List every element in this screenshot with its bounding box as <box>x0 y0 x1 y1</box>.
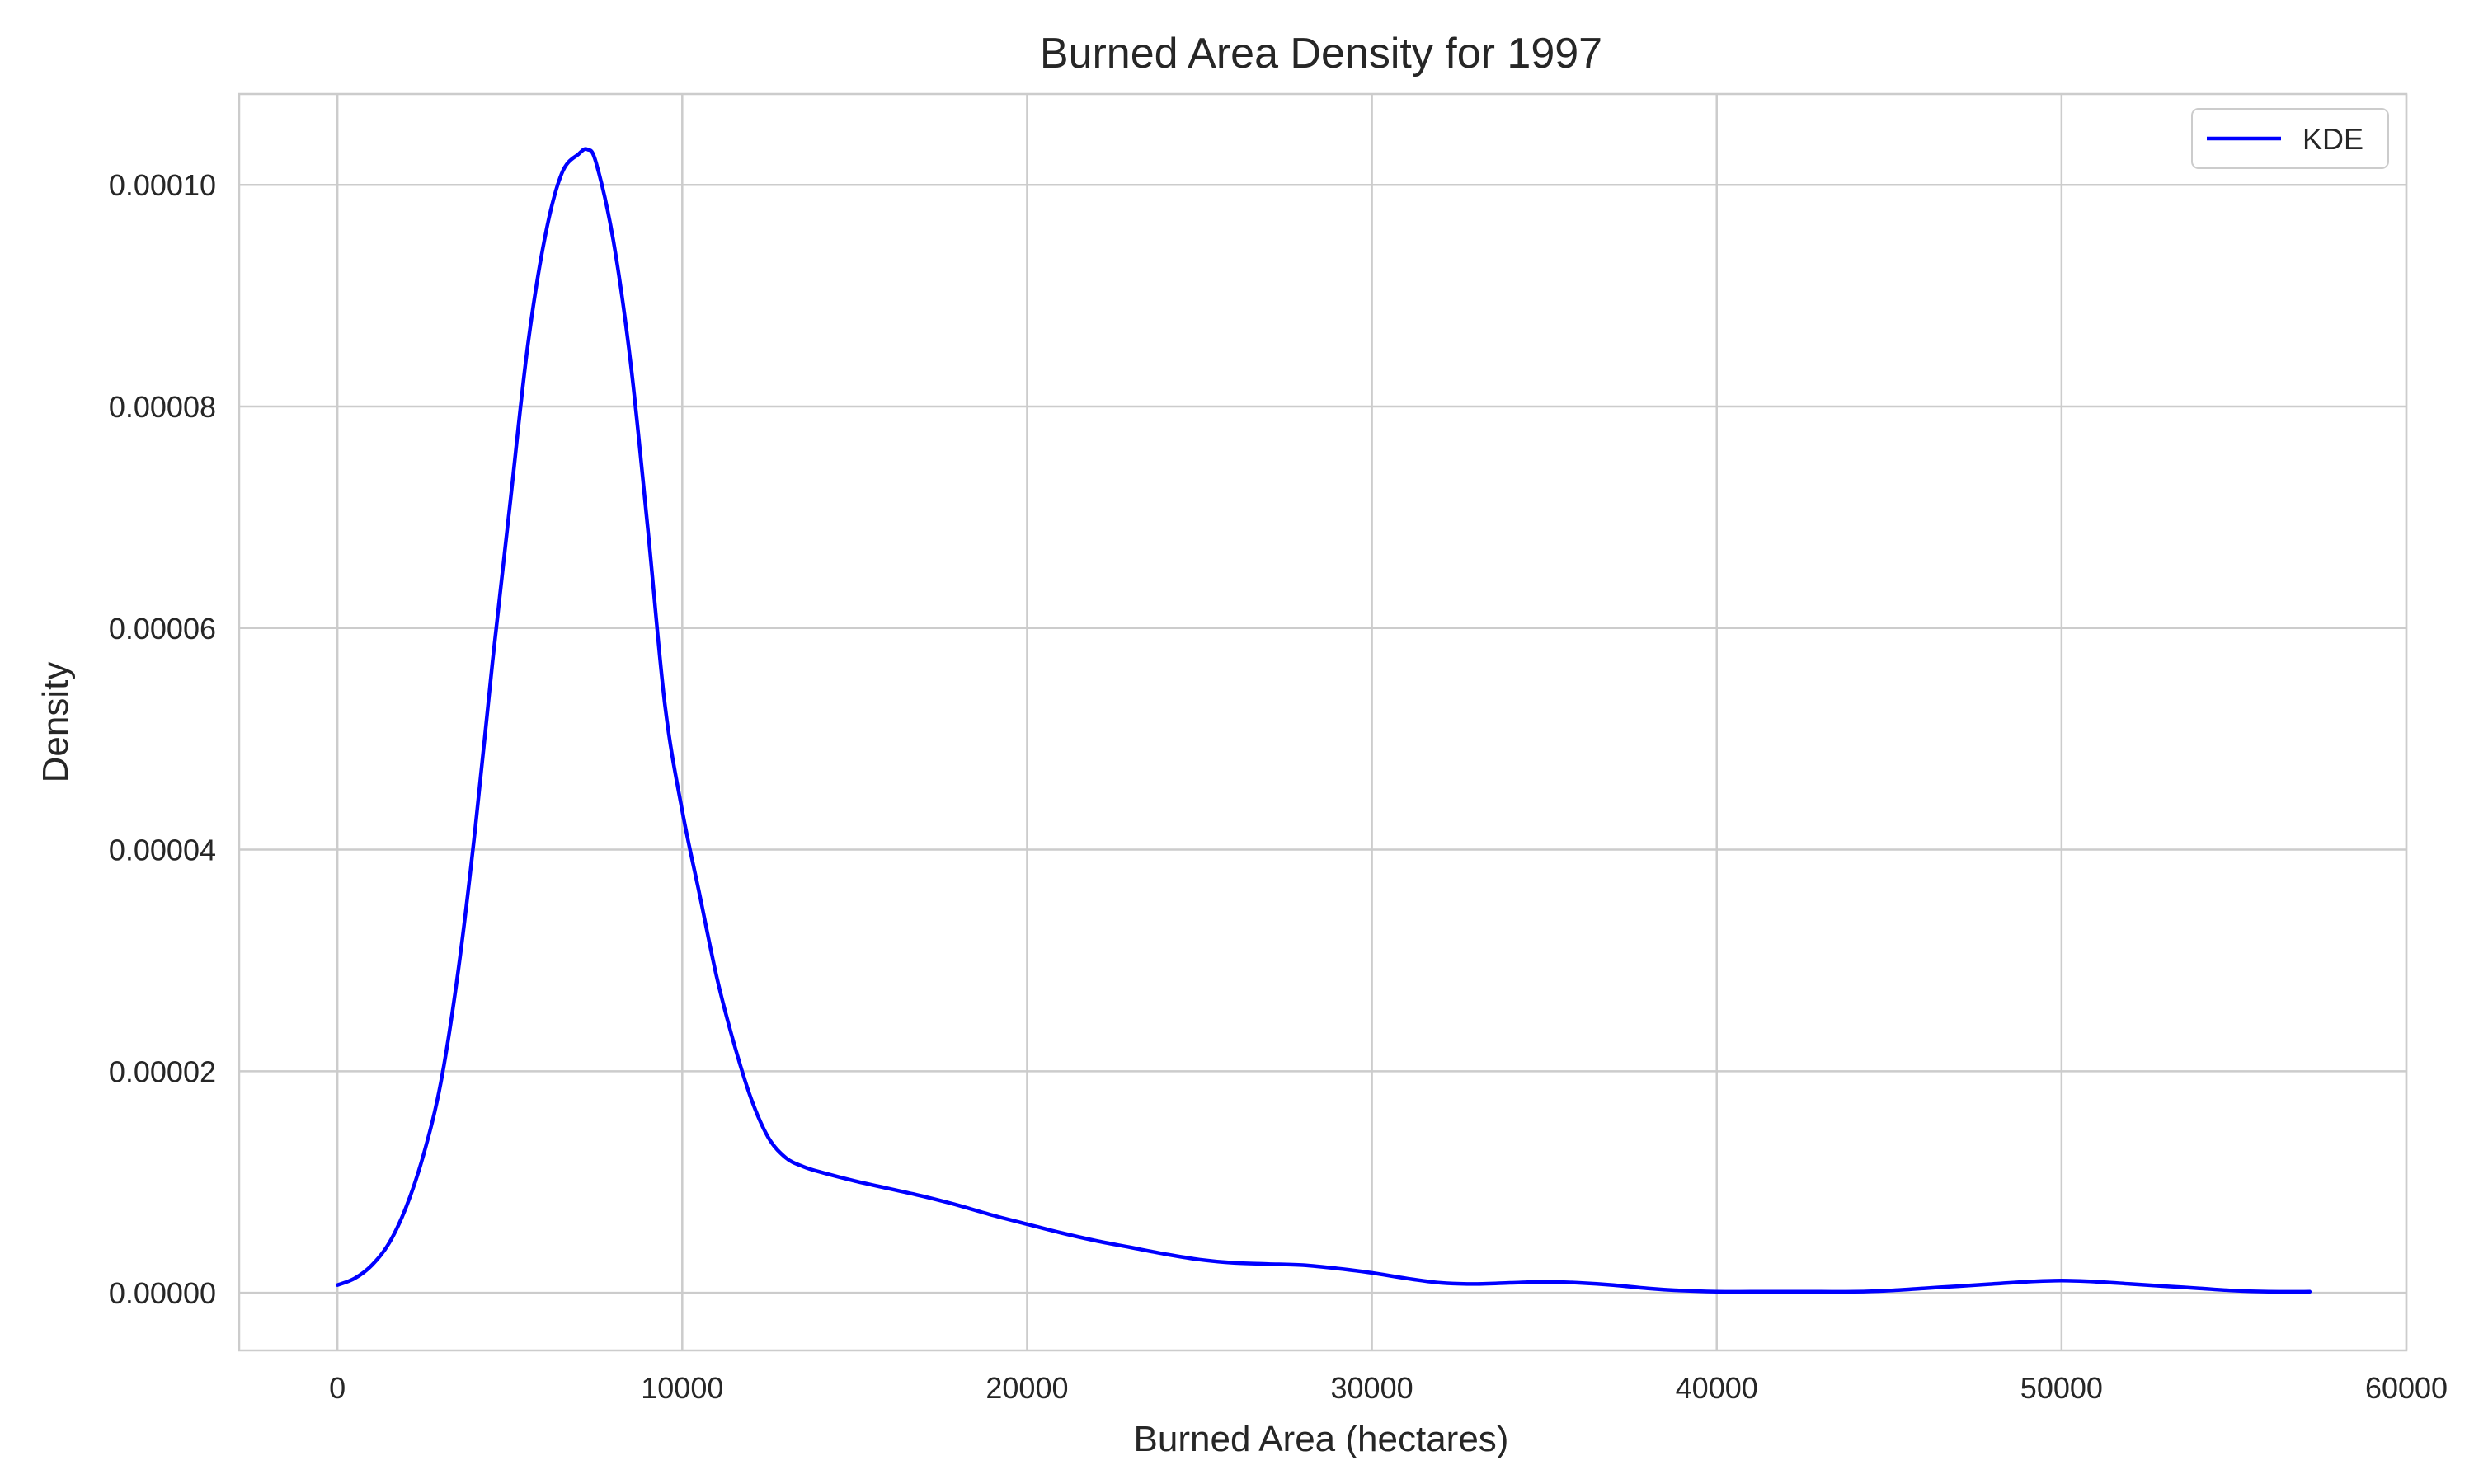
y-tick-label: 0.00008 <box>109 390 216 424</box>
x-axis-label: Burned Area (hectares) <box>1134 1419 1509 1459</box>
grid-lines <box>239 94 2408 1350</box>
y-tick-label: 0.00002 <box>109 1054 216 1088</box>
x-tick-label: 60000 <box>2365 1371 2448 1405</box>
legend-kde-label: KDE <box>2302 122 2363 156</box>
x-tick-label: 50000 <box>2020 1371 2103 1405</box>
x-tick-label: 10000 <box>641 1371 723 1405</box>
y-tick-label: 0.00000 <box>109 1276 216 1310</box>
y-axis-label: Density <box>35 662 76 783</box>
x-tick-label: 20000 <box>985 1371 1068 1405</box>
y-tick-label: 0.00010 <box>109 168 216 202</box>
y-tick-label: 0.00004 <box>109 834 216 867</box>
legend-box <box>2191 108 2389 169</box>
chart-title: Burned Area Density for 1997 <box>1040 30 1602 77</box>
y-tick-label: 0.00006 <box>109 612 216 646</box>
x-tick-label: 40000 <box>1676 1371 1758 1405</box>
plot-frame <box>238 92 2408 1352</box>
x-tick-label: 0 <box>329 1371 346 1405</box>
y-tick-labels: 0.00000 0.00002 0.00004 0.00006 0.00008 0.000… <box>109 168 216 1310</box>
x-tick-labels: 0 10000 20000 30000 40000 50000 60000 <box>329 1371 2448 1405</box>
x-tick-label: 30000 <box>1331 1371 1413 1405</box>
legend: KDE <box>2191 108 2389 169</box>
kde-series-line <box>335 147 2312 1294</box>
